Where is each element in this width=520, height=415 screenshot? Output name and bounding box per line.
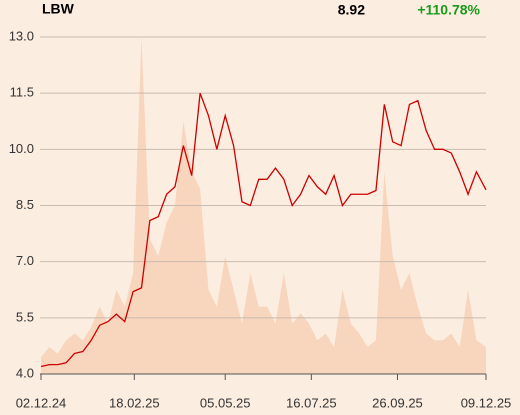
x-tick-label: 18.02.25 xyxy=(109,395,160,410)
price-line xyxy=(40,92,487,368)
x-tick-label: 05.05.25 xyxy=(200,395,251,410)
y-tick-label: 4.0 xyxy=(16,365,34,380)
x-tick-label: 02.12.24 xyxy=(16,395,67,410)
y-tick-label: 13.0 xyxy=(9,28,34,43)
y-tick-label: 7.0 xyxy=(16,253,34,268)
x-tick-label: 16.07.25 xyxy=(286,395,337,410)
y-tick-label: 10.0 xyxy=(9,141,34,156)
volume-area xyxy=(41,37,486,374)
last-price: 8.92 xyxy=(338,2,365,18)
price-change: +110.78% xyxy=(417,2,480,18)
symbol: LBW xyxy=(42,1,75,17)
x-tick-label: 09.12.25 xyxy=(461,395,512,410)
y-tick-label: 11.5 xyxy=(10,85,34,100)
x-tick-label: 26.09.25 xyxy=(372,395,423,410)
y-tick-label: 5.5 xyxy=(16,309,34,324)
y-tick-label: 8.5 xyxy=(16,197,34,212)
